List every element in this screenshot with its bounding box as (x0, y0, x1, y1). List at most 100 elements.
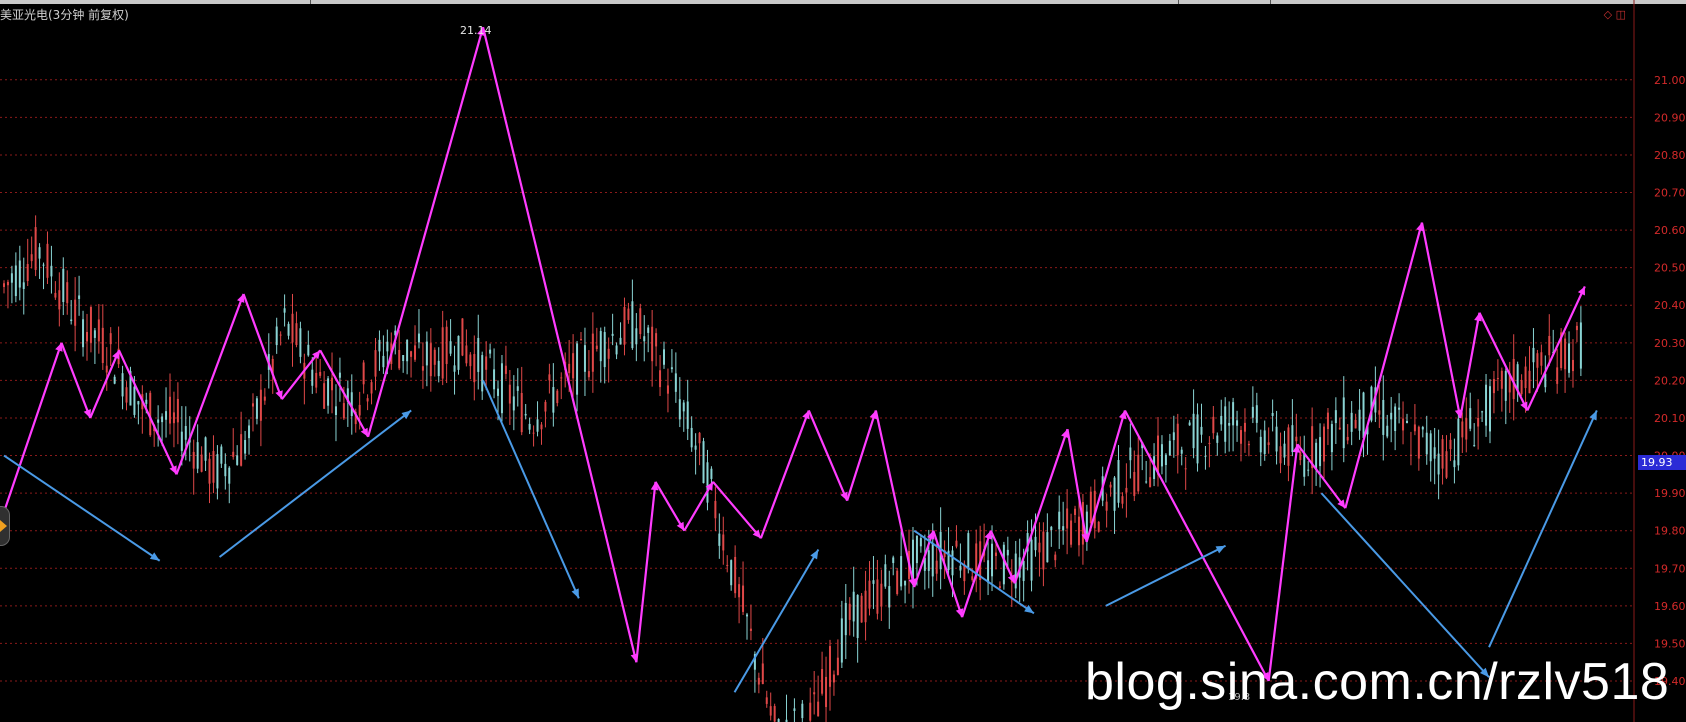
candle-body (1007, 550, 1009, 555)
candle-body (414, 345, 416, 359)
candle-body (576, 343, 578, 394)
candle-body (679, 399, 681, 419)
candle-body (70, 320, 72, 321)
candle-body (224, 464, 226, 476)
candle-body (1252, 407, 1254, 418)
candle-body (23, 282, 25, 289)
candle-body (651, 327, 653, 361)
candle-body (738, 584, 740, 597)
y-tick-label: 19.70 (1654, 562, 1686, 575)
candle-body (201, 455, 203, 472)
candle-body (675, 373, 677, 391)
candle-body (1430, 433, 1432, 461)
candle-body (402, 355, 404, 361)
candle-body (758, 678, 760, 685)
candle-body (1315, 443, 1317, 470)
side-panel-toggle[interactable] (0, 506, 10, 546)
y-tick-label: 20.20 (1654, 374, 1686, 387)
candle-body (857, 595, 859, 638)
candle-body (1493, 379, 1495, 393)
candle-body (869, 581, 871, 609)
candle-body (299, 328, 301, 357)
y-tick-label: 19.60 (1654, 600, 1686, 613)
candle-body (1359, 410, 1361, 431)
candle-body (513, 396, 515, 410)
candle-body (813, 692, 815, 694)
candle-body (1477, 418, 1479, 427)
candle-body (1335, 410, 1337, 423)
candle-body (457, 336, 459, 370)
candle-body (1046, 532, 1048, 562)
candle-body (311, 370, 313, 386)
candle-body (1303, 453, 1305, 477)
candle-body (706, 462, 708, 502)
candle-body (1236, 420, 1238, 425)
zigzag-segment (368, 27, 483, 437)
candle-body (1054, 555, 1056, 561)
candle-body (1363, 393, 1365, 438)
candle-body (359, 405, 361, 416)
candle-body (1003, 545, 1005, 585)
candle-body (608, 349, 610, 359)
candle-body (1323, 427, 1325, 462)
candle-body (1449, 440, 1451, 449)
candle-body (592, 334, 594, 372)
candle-body (461, 318, 463, 355)
candle-body (1228, 423, 1230, 426)
candle-body (398, 350, 400, 368)
candle-body (43, 265, 45, 266)
candle-body (1078, 517, 1080, 546)
candle-body (616, 345, 618, 354)
candle-body (493, 369, 495, 389)
candle-body (1264, 430, 1266, 454)
candle-body (552, 387, 554, 413)
candle-body (588, 371, 590, 377)
candle-body (1114, 478, 1116, 511)
candle-body (699, 433, 701, 443)
candle-body (1220, 416, 1222, 424)
y-tick-label: 20.70 (1654, 187, 1686, 200)
candle-body (643, 336, 645, 341)
candle-body (133, 387, 135, 415)
candle-body (904, 581, 906, 586)
candle-body (82, 319, 84, 347)
candle-body (363, 362, 365, 384)
candle-body (177, 399, 179, 422)
candle-body (884, 564, 886, 586)
candle-body (568, 364, 570, 373)
candle-body (1200, 427, 1202, 435)
zigzag-segment (636, 482, 655, 662)
zigzag-segment (244, 294, 282, 399)
candle-body (209, 459, 211, 484)
candle-body (509, 385, 511, 404)
candle-body (74, 300, 76, 326)
candle-body (54, 293, 56, 298)
peak-price-label: 21.14 (460, 24, 492, 37)
candle-body (205, 437, 207, 460)
candle-body (46, 244, 48, 278)
trend-arrow-line (4, 456, 160, 561)
candle-body (955, 541, 957, 547)
candle-body (1572, 360, 1574, 371)
candle-body (489, 350, 491, 354)
candle-body (750, 629, 752, 631)
candle-body (861, 596, 863, 623)
candle-body (691, 428, 693, 447)
candle-body (260, 390, 262, 421)
candle-body (1446, 451, 1448, 477)
candle-body (450, 341, 452, 353)
zigzag-segment (483, 27, 636, 662)
zigzag-segment (876, 410, 914, 587)
candle-body (1232, 402, 1234, 425)
candle-body (1276, 427, 1278, 452)
candle-body (1042, 532, 1044, 570)
candle-body (1386, 426, 1388, 437)
candle-body (853, 592, 855, 622)
candle-body (465, 345, 467, 363)
candle-body (1256, 405, 1258, 423)
candle-body (1133, 472, 1135, 496)
candle-body (809, 703, 811, 721)
candle-body (517, 386, 519, 391)
window-controls[interactable]: ◇ ◫ (1604, 8, 1626, 21)
